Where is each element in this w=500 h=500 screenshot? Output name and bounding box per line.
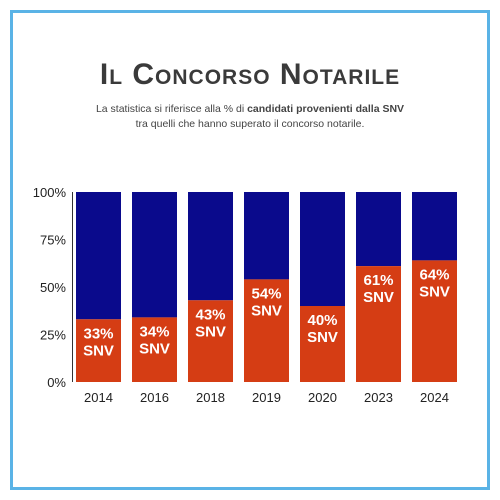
subtitle-highlight: candidati provenienti dalla SNV (247, 103, 405, 115)
x-tick-label: 2020 (308, 390, 337, 405)
chart-subtitle: La statistica si riferisce alla % di can… (0, 102, 500, 132)
bar-snv-2014 (76, 319, 121, 382)
data-label-2014: 33% SNV (83, 325, 114, 359)
data-label-2019: 54% SNV (251, 285, 282, 319)
bar-snv-2024 (412, 260, 457, 382)
x-tick-label: 2018 (196, 390, 225, 405)
bar-snv-2023 (356, 266, 401, 382)
subtitle-text-2: tra quelli che hanno superato il concors… (135, 118, 365, 130)
bar-rest-2019 (244, 192, 289, 280)
bar-rest-2023 (356, 192, 401, 267)
y-tick-label: 0% (47, 375, 66, 390)
bar-snv-2018 (188, 300, 233, 382)
x-tick-label: 2014 (84, 390, 113, 405)
chart-frame (10, 10, 490, 490)
x-tick-label: 2016 (140, 390, 169, 405)
bar-snv-2016 (132, 317, 177, 382)
bar-snv-2019 (244, 279, 289, 382)
y-tick-label: 75% (40, 233, 66, 248)
bar-rest-2018 (188, 192, 233, 301)
data-label-2020: 40% SNV (307, 312, 338, 346)
bar-rest-2024 (412, 192, 457, 261)
y-tick-label: 25% (40, 328, 66, 343)
data-label-2016: 34% SNV (139, 323, 170, 357)
bar-snv-2020 (300, 306, 345, 382)
data-label-2018: 43% SNV (195, 306, 226, 340)
data-label-2023: 61% SNV (363, 272, 394, 306)
chart-title: Il Concorso Notarile (99, 58, 401, 91)
x-tick-label: 2019 (252, 390, 281, 405)
bar-rest-2014 (76, 192, 121, 320)
bar-rest-2016 (132, 192, 177, 318)
data-label-2024: 64% SNV (419, 266, 450, 300)
x-tick-label: 2023 (364, 390, 393, 405)
subtitle-text-1: La statistica si riferisce alla % di (95, 103, 248, 115)
bar-rest-2020 (300, 192, 345, 306)
x-tick-label: 2024 (420, 390, 449, 405)
y-tick-label: 100% (33, 185, 67, 200)
y-tick-label: 50% (40, 280, 66, 295)
